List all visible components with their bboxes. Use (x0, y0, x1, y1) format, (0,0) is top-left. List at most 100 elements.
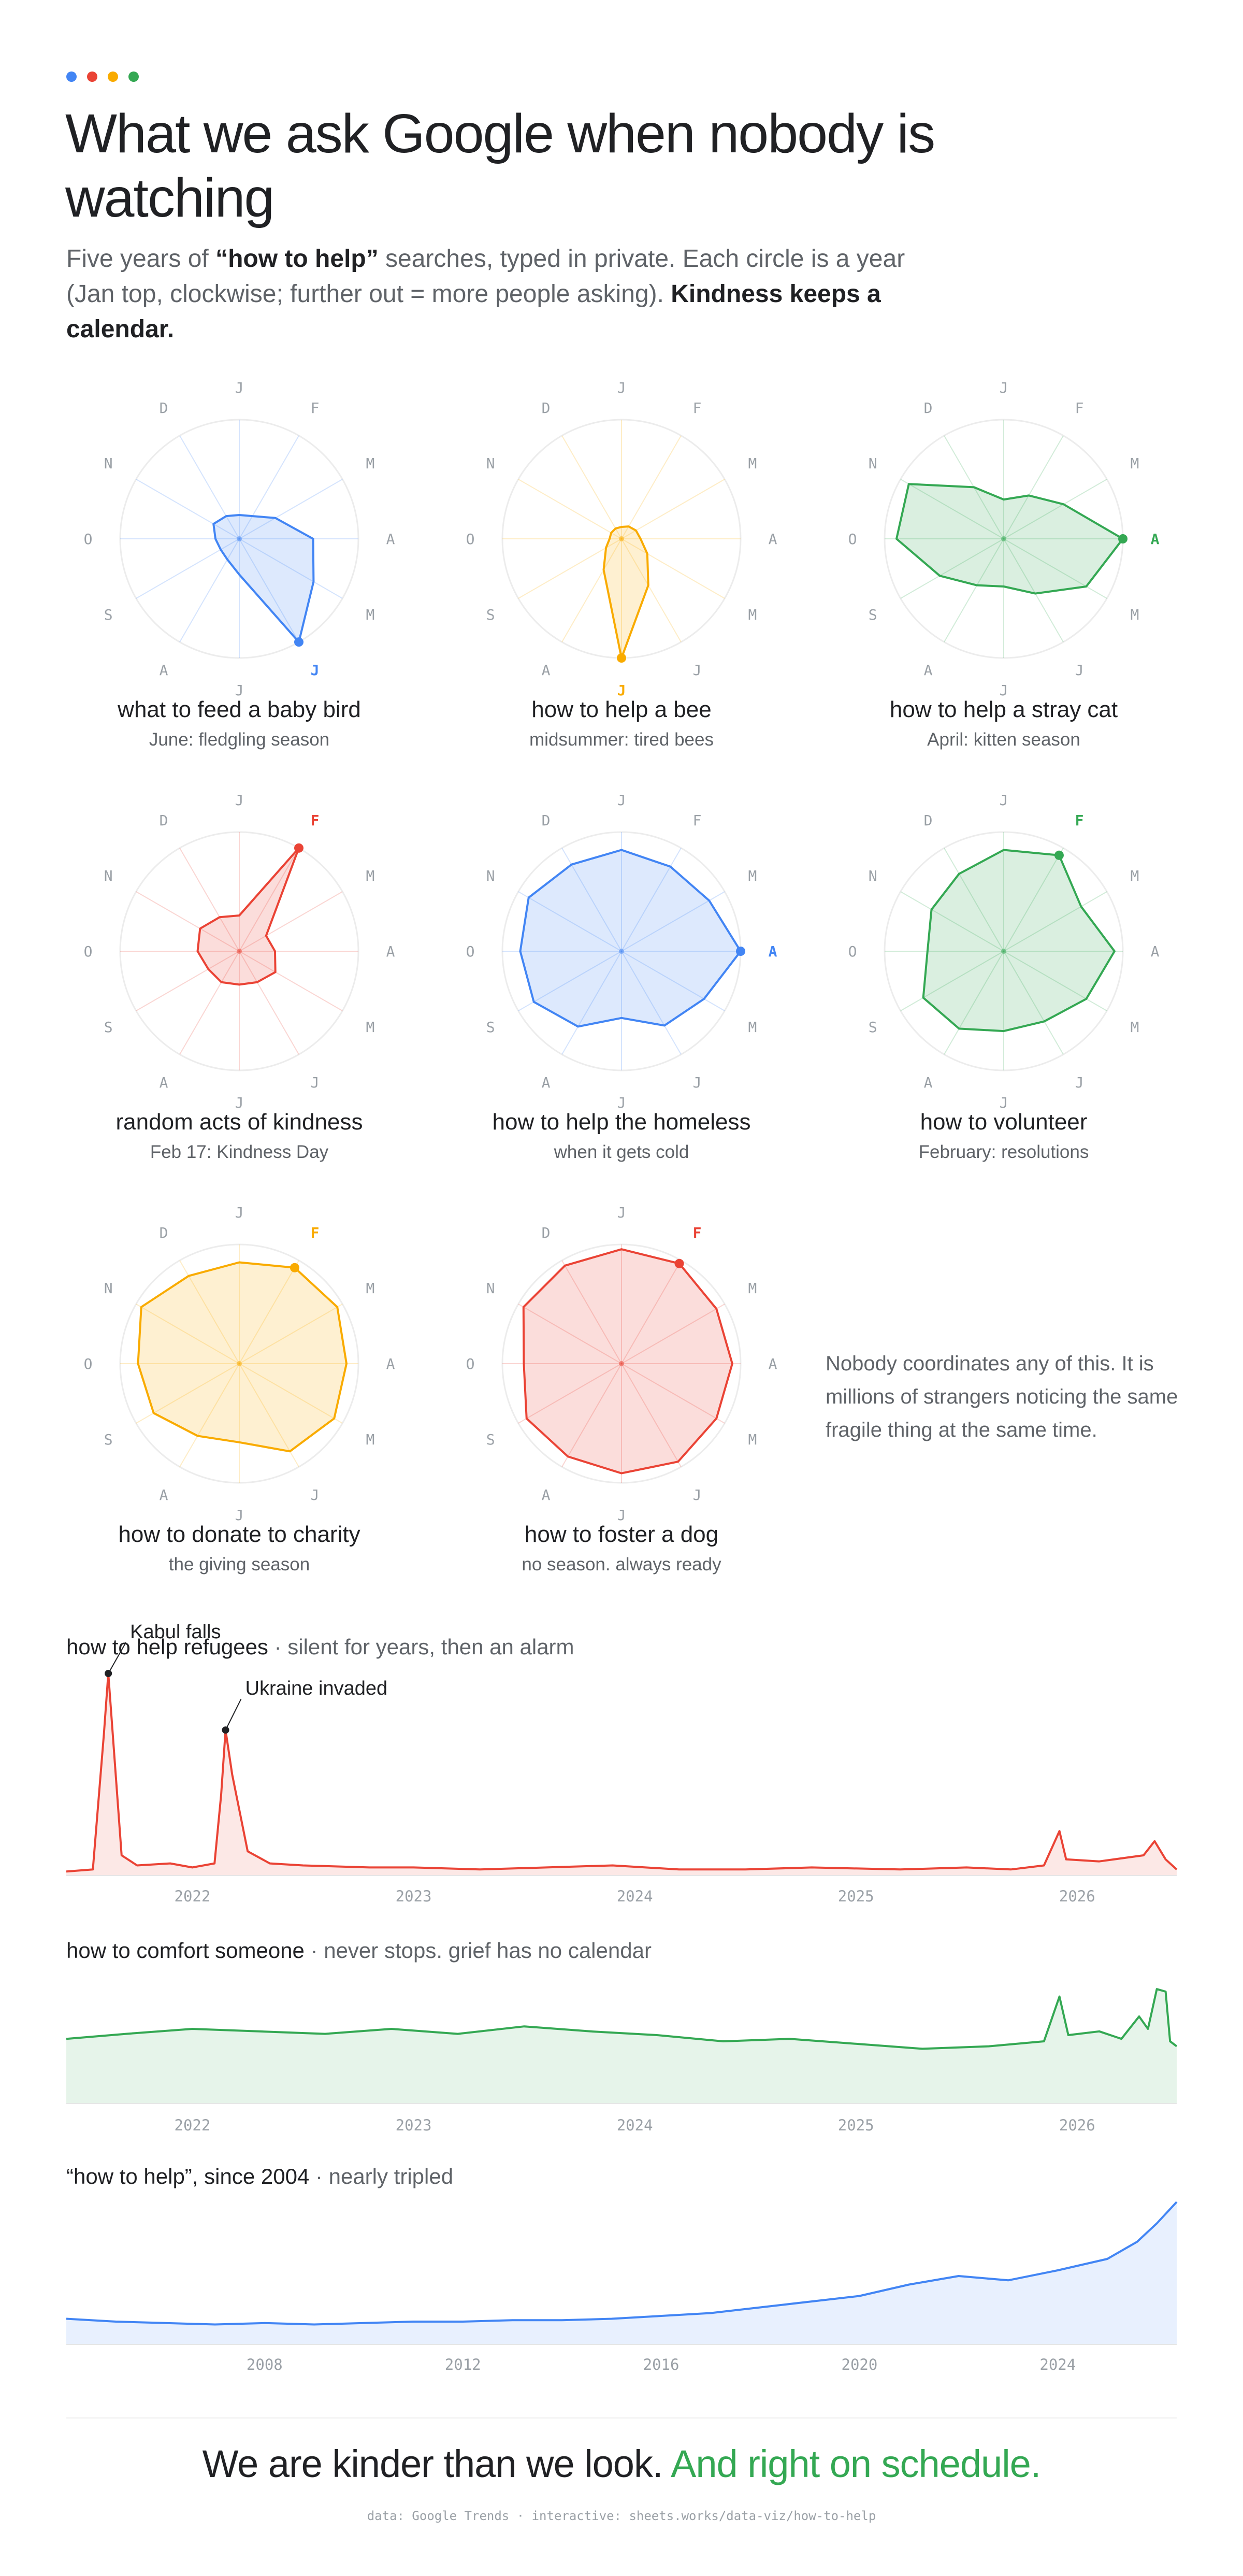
radar-chart: J F M A M J J A S O N D (466, 379, 777, 699)
radar-month-label: O (466, 943, 475, 960)
radar-month-label: M (748, 1431, 757, 1448)
radar-month-label: J (235, 1094, 244, 1111)
radar-spoke (518, 479, 622, 539)
radar-month-label: F (311, 812, 320, 829)
radar-spoke (179, 1260, 240, 1364)
radar-spoke (900, 891, 1004, 952)
radar-subtitle: no season. always ready (522, 1554, 721, 1575)
timeseries-comfort: 2022 2023 2024 2025 2026 (66, 1988, 1178, 2134)
radar-title: how to foster a dog (524, 1522, 719, 1547)
radar-month-label: S (869, 1019, 877, 1036)
radar-spoke (239, 848, 299, 952)
radar-month-label: M (366, 1431, 374, 1448)
radar-spoke (621, 951, 725, 1011)
radar-spoke (1003, 538, 1064, 642)
radar-month-label: J (617, 792, 626, 809)
radar-month-label: M (366, 606, 374, 623)
radar-spoke (561, 1260, 622, 1364)
radar-spoke (136, 479, 240, 539)
radar-subtitle: February: resolutions (918, 1142, 1089, 1162)
radar-spoke (179, 1363, 240, 1467)
radar-month-label: J (617, 379, 626, 396)
radar-month-label: M (1130, 867, 1139, 884)
radar-spoke (1003, 538, 1107, 599)
series-title-comfort: how to comfort someone · never stops. gr… (66, 1938, 652, 1963)
radar-spoke (944, 951, 1004, 1055)
radar-month-label: D (160, 812, 168, 829)
radar-month-label: N (486, 455, 495, 472)
x-tick-label: 2020 (842, 2356, 878, 2373)
dot-yellow (108, 71, 118, 82)
radar-spoke (179, 951, 240, 1055)
radar-spoke (239, 479, 343, 539)
radar-month-label: J (1075, 662, 1084, 679)
radar-subtitle: June: fledgling season (149, 729, 330, 750)
radar-month-label: A (924, 662, 933, 679)
radar-peak-dot (617, 653, 626, 663)
radar-month-label: J (1000, 682, 1008, 699)
annotation-label: Kabul falls (130, 1621, 221, 1643)
radar-month-label: D (160, 1224, 168, 1241)
radar-spoke (518, 1304, 622, 1364)
radar-month-label: S (104, 1019, 113, 1036)
radar-month-label: D (924, 812, 933, 829)
radar-month-label: J (1075, 1074, 1084, 1091)
radar-month-label: D (542, 1224, 551, 1241)
radar-spoke (944, 848, 1004, 952)
radar-month-label: J (235, 1507, 244, 1524)
radar-month-label: N (869, 455, 877, 472)
radar-title: how to volunteer (920, 1109, 1088, 1135)
annotation-leader (108, 1642, 127, 1674)
series-line (66, 1988, 1178, 2050)
radar-month-label: M (366, 867, 374, 884)
radar-spoke (136, 951, 240, 1011)
radar-chart: J F M A M J J A S O N D (84, 792, 395, 1111)
radar-month-label: M (1130, 1019, 1139, 1036)
data-credit: data: Google Trends · interactive: sheet… (367, 2509, 876, 2523)
radar-spoke (179, 848, 240, 952)
radar-chart: J F M A M J J A S O N D (84, 379, 395, 699)
x-tick-label: 2024 (617, 2116, 653, 2134)
dot-red (87, 71, 97, 82)
radar-title: how to donate to charity (118, 1522, 360, 1547)
radar-month-label: A (542, 662, 551, 679)
radar-month-label: N (104, 1280, 113, 1297)
radar-month-label: J (693, 662, 702, 679)
radar-shape (212, 514, 315, 643)
radar-month-label: M (1130, 455, 1139, 472)
radar-month-label: F (693, 1224, 702, 1241)
radar-title: how to help the homeless (492, 1109, 751, 1135)
series-subheading: silent for years, then an alarm (287, 1635, 574, 1659)
radar-month-label: S (869, 606, 877, 623)
radar-month-label: J (1000, 1094, 1008, 1111)
radar-month-label: A (769, 943, 777, 960)
radar-spoke (518, 1363, 622, 1424)
radar-month-label: S (104, 606, 113, 623)
page-title: What we ask Google when nobody is watchi… (65, 103, 935, 228)
x-tick-label: 2026 (1059, 1887, 1095, 1905)
x-tick-label: 2016 (643, 2356, 680, 2373)
radar-ring (884, 831, 1124, 1071)
radar-center (1001, 949, 1006, 954)
radar-spoke (944, 538, 1004, 642)
radar-month-label: A (769, 1355, 777, 1372)
radar-spoke (621, 538, 725, 599)
radar-month-label: J (1000, 792, 1008, 809)
series-heading: “how to help”, since 2004 (66, 2164, 310, 2188)
x-tick-label: 2025 (838, 1887, 874, 1905)
series-subheading: nearly tripled (328, 2164, 454, 2188)
divider (66, 2417, 1177, 2418)
side-note: Nobody coordinates any of this. It is mi… (826, 1352, 1178, 1441)
x-tick-label: 2026 (1059, 2116, 1095, 2134)
radar-spoke (239, 1304, 343, 1364)
radar-spoke (621, 1304, 725, 1364)
radar-month-label: O (466, 531, 475, 548)
radar-subtitle: midsummer: tired bees (529, 729, 714, 750)
radar-month-label: O (84, 943, 93, 960)
radar-spoke (621, 848, 682, 952)
radar-month-label: M (366, 1280, 374, 1297)
radar-month-label: J (693, 1074, 702, 1091)
radar-month-label: F (311, 1224, 320, 1241)
